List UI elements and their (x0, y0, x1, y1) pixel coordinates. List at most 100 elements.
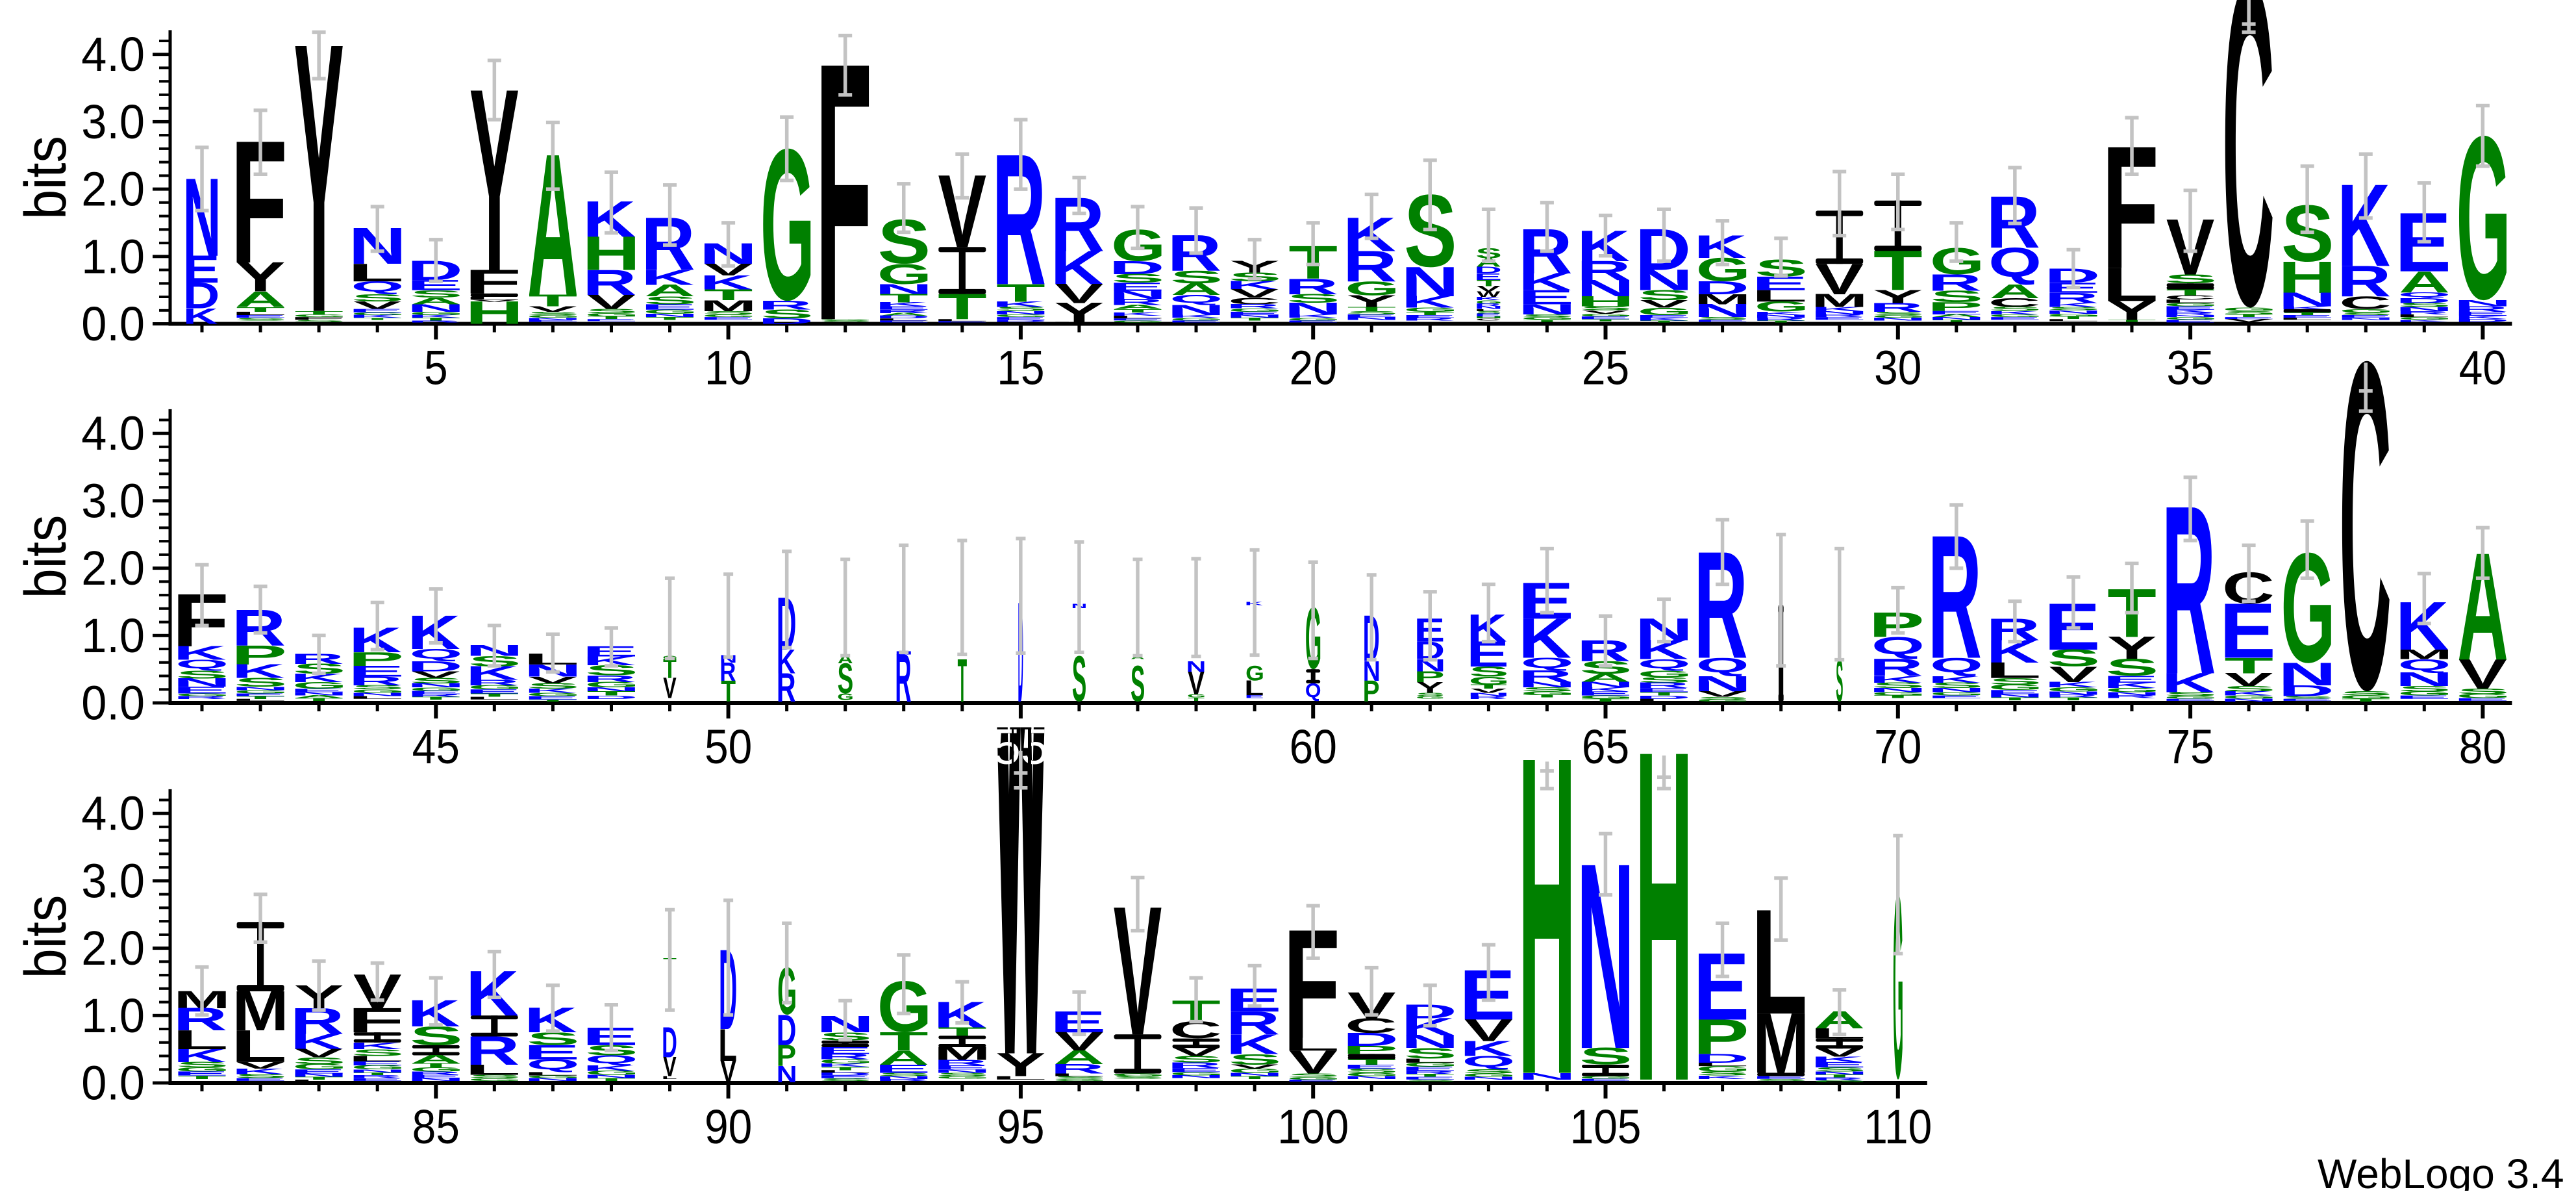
svg-text:R: R (1168, 1061, 1221, 1069)
svg-text:N: N (1467, 692, 1511, 697)
svg-text:E: E (2220, 316, 2276, 320)
svg-text:S: S (234, 676, 287, 689)
svg-text:V: V (663, 672, 677, 705)
svg-text:G: G (1228, 1068, 1282, 1074)
svg-text:Q: Q (1988, 240, 2042, 286)
svg-text:S: S (1131, 655, 1145, 712)
svg-text:S: S (2164, 691, 2218, 698)
svg-text:T: T (412, 317, 461, 322)
svg-text:G: G (234, 689, 288, 694)
svg-text:S: S (1112, 272, 1164, 285)
svg-text:S: S (1229, 1050, 1282, 1067)
svg-text:M: M (934, 1043, 990, 1064)
svg-text:N: N (406, 302, 465, 314)
svg-text:E: E (1927, 310, 1984, 315)
svg-text:V: V (353, 299, 402, 311)
svg-text:Q: Q (1462, 1053, 1516, 1070)
svg-text:T: T (236, 695, 285, 700)
svg-text:Y: Y (2107, 295, 2157, 325)
svg-text:T: T (1990, 696, 2040, 701)
svg-text:G: G (1169, 317, 1224, 322)
svg-text:A: A (879, 1047, 930, 1070)
svg-text:G: G (409, 1066, 464, 1073)
svg-text:R: R (2045, 290, 2099, 306)
svg-text:V: V (295, 1047, 344, 1060)
svg-text:K: K (2454, 314, 2507, 320)
svg-text:A: A (235, 287, 286, 312)
svg-text:P: P (348, 648, 404, 670)
svg-text:S: S (819, 320, 872, 322)
svg-text:P: P (1363, 675, 1380, 709)
svg-text:K: K (1986, 310, 2040, 315)
svg-text:E: E (348, 1077, 405, 1082)
svg-text:S: S (2340, 691, 2393, 697)
svg-text:G: G (2397, 316, 2452, 321)
svg-text:A: A (1990, 281, 2041, 303)
svg-text:N: N (1474, 305, 1503, 310)
svg-text:S: S (1872, 311, 1925, 316)
svg-text:T: T (1347, 1058, 1396, 1067)
svg-text:E: E (2453, 697, 2510, 702)
svg-text:Q: Q (410, 646, 463, 661)
svg-text:R: R (1343, 242, 1397, 291)
svg-text:C: C (1475, 318, 1501, 321)
svg-text:G: G (2047, 313, 2101, 318)
svg-text:65: 65 (1582, 720, 1629, 773)
svg-text:R: R (1752, 317, 1806, 322)
svg-text:bits: bits (14, 136, 79, 220)
svg-text:D: D (582, 694, 638, 700)
svg-text:G: G (1521, 316, 1575, 321)
svg-text:G: G (1416, 695, 1445, 700)
svg-text:N: N (290, 691, 348, 696)
svg-text:R: R (777, 665, 796, 711)
svg-text:S: S (1696, 316, 1749, 321)
svg-text:N: N (2395, 306, 2453, 312)
svg-text:15: 15 (997, 341, 1044, 394)
svg-text:G: G (527, 1074, 581, 1079)
svg-text:S: S (1416, 692, 1445, 697)
svg-text:T: T (1581, 698, 1631, 702)
svg-text:V: V (1698, 690, 1747, 699)
svg-text:N: N (2336, 317, 2395, 320)
svg-text:E: E (1108, 318, 1165, 321)
svg-text:G: G (1187, 693, 1206, 698)
svg-text:C: C (1988, 296, 2040, 309)
svg-text:E: E (2103, 674, 2159, 685)
svg-text:M: M (2396, 647, 2453, 662)
svg-text:K: K (1811, 1055, 1864, 1063)
svg-text:G: G (2047, 686, 2101, 692)
svg-text:D: D (2395, 297, 2451, 305)
svg-text:T: T (2049, 316, 2098, 320)
svg-text:E: E (173, 1070, 229, 1076)
svg-text:N: N (2044, 309, 2103, 314)
svg-text:D: D (758, 317, 814, 326)
svg-text:L: L (1108, 315, 1164, 320)
svg-text:N: N (641, 312, 699, 318)
svg-text:S: S (1989, 306, 2042, 312)
svg-text:T: T (529, 699, 578, 702)
svg-text:G: G (1053, 1078, 1107, 1082)
svg-text:A: A (410, 296, 462, 307)
svg-text:K: K (2279, 305, 2332, 311)
svg-text:3.0: 3.0 (81, 475, 145, 528)
svg-text:N: N (348, 692, 406, 697)
svg-text:V: V (1231, 287, 1279, 300)
svg-text:E: E (2161, 305, 2218, 311)
svg-text:G: G (1111, 1073, 1166, 1077)
svg-text:V: V (1464, 1013, 1513, 1048)
svg-text:K: K (1635, 317, 1688, 322)
svg-text:N: N (2103, 691, 2161, 696)
svg-text:L: L (991, 1075, 1047, 1080)
svg-text:H: H (1474, 316, 1503, 319)
svg-text:K: K (349, 620, 402, 660)
svg-text:S: S (2223, 310, 2275, 315)
svg-text:N: N (875, 1075, 933, 1080)
svg-text:E: E (1927, 694, 1984, 699)
svg-text:L: L (464, 696, 521, 700)
svg-text:S: S (1469, 664, 1508, 680)
svg-text:K: K (1475, 296, 1501, 301)
svg-text:L: L (2394, 314, 2451, 318)
svg-text:T: T (294, 1076, 344, 1080)
svg-text:E: E (348, 663, 405, 680)
svg-text:R: R (1226, 1004, 1280, 1041)
